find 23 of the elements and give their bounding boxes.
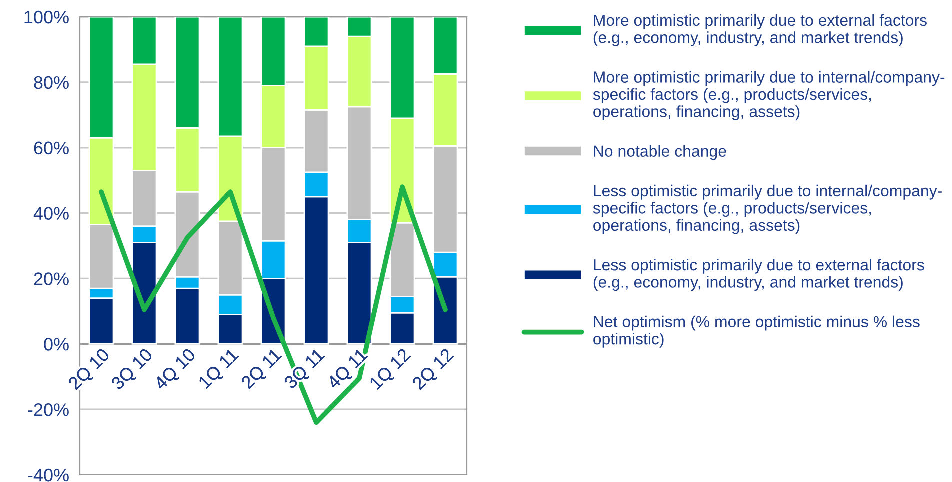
y-tick-label: 100% <box>24 10 69 24</box>
y-tick-label: -20% <box>28 404 69 416</box>
x-tick-label: 1Q 12 <box>369 348 414 392</box>
x-tick-label: 3Q 11 <box>283 348 328 392</box>
x-tick-label: 1Q 11 <box>198 348 242 392</box>
y-tick-label: 80% <box>34 76 69 90</box>
x-tick-label: 4Q 10 <box>153 348 199 394</box>
legend-label: Less optimistic primarily due to external factors (e.g., economy, industry, and market trends) <box>594 258 924 292</box>
legend-label: More optimistic primarily due to external factors (e.g., economy, industry, and market trends) <box>594 14 927 46</box>
legend-label: More optimistic primarily due to internal/company- specific factors (e.g., products/services, operations, financing, assets) <box>593 71 945 121</box>
y-tick-label: 40% <box>34 207 69 220</box>
x-tick-label: 2Q 11 <box>240 348 285 392</box>
x-tick-label: 4Q 11 <box>326 348 371 392</box>
legend-label: No notable change <box>594 145 726 160</box>
y-tick-label: 20% <box>34 272 69 286</box>
legend-label: Net optimism (% more optimistic minus % less optimistic) <box>594 316 920 348</box>
x-tick-label: 2Q 12 <box>412 348 457 393</box>
y-tick-label: 0% <box>44 338 69 351</box>
legend-label: Less optimistic primarily due to internal/company- specific factors (e.g., products/services, operations, financing, assets) <box>593 184 942 234</box>
y-tick-label: -40% <box>28 468 69 482</box>
x-tick-label: 3Q 10 <box>110 348 154 391</box>
y-tick-label: 60% <box>34 142 69 155</box>
x-tick-label: 2Q 10 <box>68 348 110 390</box>
